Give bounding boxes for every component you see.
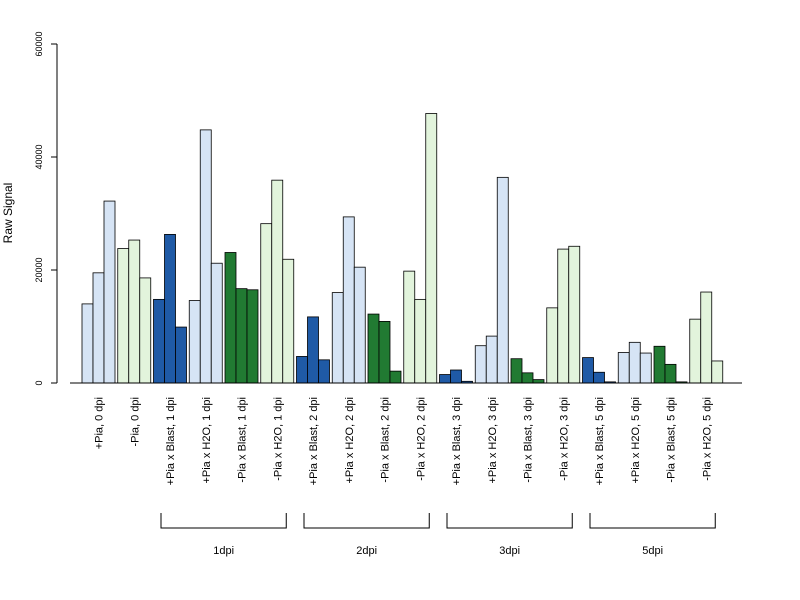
y-axis: 0 20000 40000 60000 [34,31,58,386]
x-tick-label: -Pia x Blast, 5 dpi [666,397,678,483]
bar [510,358,523,384]
bar [117,248,130,384]
group-label: 1dpi [213,545,234,557]
bar [307,316,319,384]
x-tick-label: -Pia x H2O, 1 dpi [272,397,284,481]
bar [521,372,534,384]
bars-layer [81,113,724,384]
bar [439,374,451,384]
bar [260,223,273,384]
x-tick-label: +Pia, 0 dpi [94,397,106,449]
group-bracket [446,513,573,529]
group-label: 5dpi [642,545,663,557]
bar [496,176,509,384]
bar [271,179,284,384]
bar [103,200,116,384]
bar [81,303,94,384]
bar [153,298,165,384]
x-tick-label: -Pia x Blast, 2 dpi [380,397,392,483]
bar [474,345,487,384]
bar [389,370,402,384]
bar [139,277,152,384]
y-tick-label: 60000 [34,31,44,56]
group-bracket [160,513,287,529]
x-tick-label: +Pia x H2O, 2 dpi [344,397,356,484]
bar [188,300,201,384]
x-tick-labels: +Pia, 0 dpi -Pia, 0 dpi +Pia x Blast, 1 dp… [94,397,714,485]
y-axis-label: Raw Signal [1,183,15,244]
bar [353,266,366,384]
bar [557,248,570,384]
bar [639,352,652,384]
bar [282,258,295,384]
bar [367,313,380,384]
y-tick-label: 20000 [34,257,44,282]
x-tick-label: -Pia x H2O, 3 dpi [558,397,570,481]
bar [210,262,223,384]
bar [568,245,581,384]
bar [628,341,641,384]
bar [331,292,344,384]
bar [235,288,248,384]
bar [546,307,559,384]
group-label: 3dpi [499,545,520,557]
y-tick-label: 0 [34,380,44,385]
y-tick-label: 40000 [34,144,44,169]
bar [425,113,438,384]
bar [92,272,105,384]
bar [593,371,605,384]
bar [175,326,187,384]
x-tick-label: +Pia x Blast, 1 dpi [165,397,177,485]
bar [164,234,176,384]
bar [582,357,594,384]
group-bracket [589,513,716,529]
x-tick-label: -Pia x H2O, 5 dpi [701,397,713,481]
bar [342,216,355,384]
bar [450,369,462,384]
bar [199,129,212,384]
bar [128,239,141,384]
x-tick-label: +Pia x H2O, 3 dpi [487,397,499,484]
bar [689,318,702,384]
x-tick-label: +Pia x H2O, 1 dpi [201,397,213,484]
bar [414,298,427,384]
x-tick-label: -Pia x H2O, 2 dpi [415,397,427,481]
x-tick-label: +Pia x Blast, 3 dpi [451,397,463,485]
bar [711,360,724,384]
x-tick-label: +Pia x H2O, 5 dpi [630,397,642,484]
bar [246,289,259,384]
bar [664,363,677,384]
x-tick-label: -Pia x Blast, 1 dpi [237,397,249,483]
bar [403,270,416,384]
x-tick-label: -Pia, 0 dpi [129,397,141,447]
bar [224,252,237,384]
bar [485,335,498,384]
bar [296,356,308,384]
bar [532,379,545,384]
group-brackets: 1dpi 2dpi 3dpi 5dpi [160,513,716,557]
bar [653,345,666,384]
group-bracket [303,513,430,529]
bar [617,352,630,384]
group-label: 2dpi [356,545,377,557]
bar [378,321,391,384]
x-tick-label: +Pia x Blast, 5 dpi [594,397,606,485]
bar [700,291,713,384]
x-tick-label: -Pia x Blast, 3 dpi [523,397,535,483]
x-tick-label: +Pia x Blast, 2 dpi [308,397,320,485]
bar [318,359,330,384]
